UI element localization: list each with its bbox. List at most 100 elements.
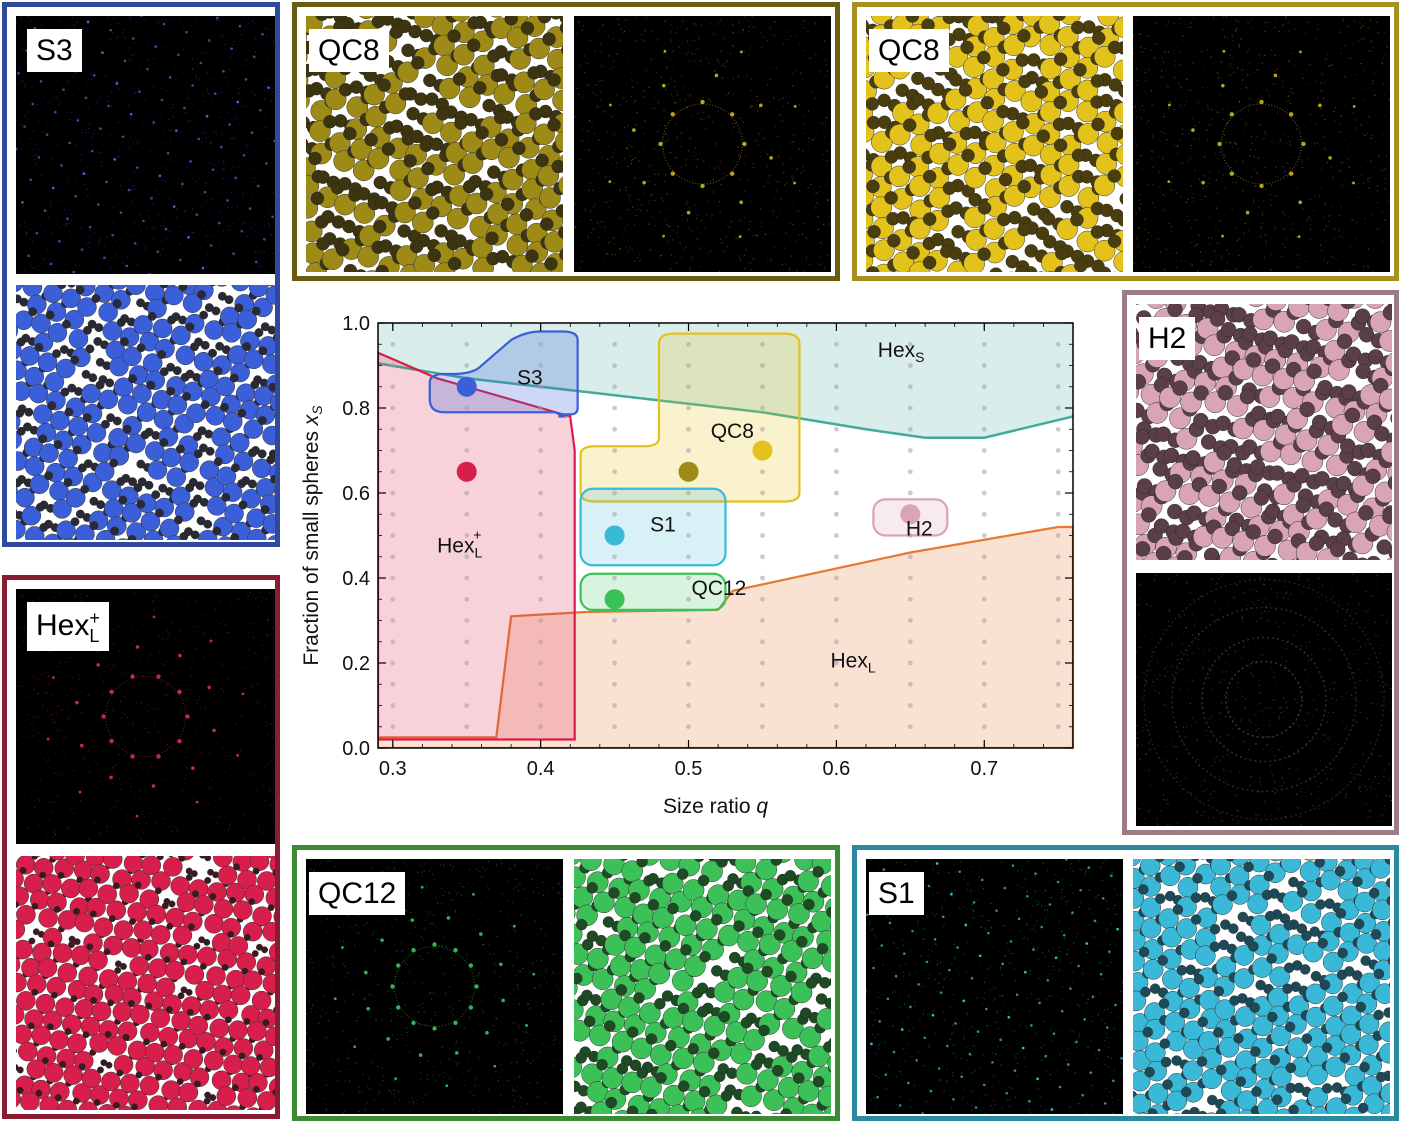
grid-point: [612, 490, 617, 496]
region-qc8: [579, 332, 801, 503]
grid-point: [686, 724, 691, 730]
grid-point: [981, 405, 987, 411]
grid-point: [1055, 596, 1061, 602]
region-hex-l-plus: [378, 351, 576, 741]
grid-point: [390, 660, 396, 666]
grid-point: [1055, 639, 1061, 645]
grid-point: [390, 639, 396, 645]
hexl-label-sub: L: [89, 626, 100, 646]
grid-point: [464, 426, 470, 432]
grid-point: [612, 448, 617, 453]
grid-point: [834, 660, 839, 666]
grid-point: [907, 639, 913, 645]
grid-point: [538, 596, 544, 602]
grid-point: [981, 426, 987, 432]
grid-point: [390, 554, 396, 560]
plot-area: [378, 323, 1073, 748]
grid-point: [760, 469, 765, 475]
grid-point: [686, 533, 691, 538]
region-label: QC8: [711, 420, 754, 443]
grid-point: [834, 341, 839, 347]
x-tick-label: 0.7: [970, 758, 998, 780]
grid-point: [390, 469, 396, 475]
grid-point: [981, 575, 987, 581]
grid-point: [538, 426, 544, 432]
grid-point: [1055, 575, 1061, 581]
grid-point: [464, 511, 470, 517]
grid-point: [834, 618, 839, 623]
grid-point: [686, 554, 691, 560]
region-s1: [579, 487, 727, 567]
grid-point: [1055, 384, 1061, 390]
grid-point: [538, 618, 544, 623]
grid-point: [760, 384, 765, 390]
grid-point: [907, 575, 913, 581]
grid-point: [464, 618, 470, 623]
grid-point: [1055, 490, 1061, 496]
grid-point: [686, 575, 691, 581]
grid-point: [834, 554, 839, 560]
grid-point: [390, 511, 396, 517]
grid-point: [907, 554, 913, 560]
grid-point: [464, 490, 470, 496]
grid-point: [981, 681, 987, 687]
qc8-light-label: QC8: [869, 29, 949, 72]
grid-point: [538, 660, 544, 666]
grid-point: [907, 618, 913, 623]
grid-point: [1055, 533, 1061, 538]
data-point-s3: [456, 376, 477, 397]
qc8-dark-diffraction: [574, 16, 831, 272]
data-point-qc12: [604, 589, 625, 610]
grid-point: [464, 703, 470, 708]
hexl-label-main: Hex: [36, 609, 90, 642]
region-hex-s: [378, 323, 1073, 438]
grid-point: [538, 681, 544, 687]
grid-point: [834, 533, 839, 538]
grid-point: [612, 703, 617, 708]
grid-point: [686, 681, 691, 687]
grid-point: [390, 426, 396, 432]
panel-s3: S3: [2, 2, 280, 547]
grid-point: [760, 511, 765, 517]
grid-point: [612, 384, 617, 390]
grid-point: [981, 533, 987, 538]
grid-point: [538, 511, 544, 517]
y-tick-label: 0.0: [342, 738, 370, 760]
grid-point: [538, 363, 544, 368]
grid-point: [981, 724, 987, 730]
grid-point: [464, 724, 470, 730]
grid-point: [907, 341, 913, 347]
grid-point: [981, 384, 987, 390]
grid-point: [686, 618, 691, 623]
region-label: HexS: [878, 339, 925, 365]
particle-packing: [866, 16, 1123, 272]
grid-point: [981, 554, 987, 560]
grid-point: [538, 703, 544, 708]
grid-point: [760, 703, 765, 708]
grid-point: [907, 384, 913, 390]
grid-point: [686, 363, 691, 368]
grid-point: [1055, 660, 1061, 666]
panel-qc8-dark: QC8: [292, 2, 840, 281]
grid-point: [760, 681, 765, 687]
grid-point: [834, 575, 839, 581]
grid-point: [907, 405, 913, 411]
grid-point: [981, 639, 987, 645]
region-label: HexL+: [437, 527, 482, 561]
grid-point: [612, 426, 617, 432]
grid-point: [834, 426, 839, 432]
grid-point: [390, 405, 396, 411]
grid-point: [538, 533, 544, 538]
grid-point: [981, 448, 987, 453]
grid-point: [834, 448, 839, 453]
panel-qc8-light: QC8: [852, 2, 1399, 281]
grid-point: [981, 341, 987, 347]
diffraction-pattern: [16, 591, 275, 844]
grid-point: [981, 660, 987, 666]
grid-point: [538, 341, 544, 347]
grid-point: [1055, 341, 1061, 347]
grid-point: [1055, 363, 1061, 368]
grid-point: [1055, 618, 1061, 623]
grid-point: [464, 363, 470, 368]
grid-point: [834, 490, 839, 496]
